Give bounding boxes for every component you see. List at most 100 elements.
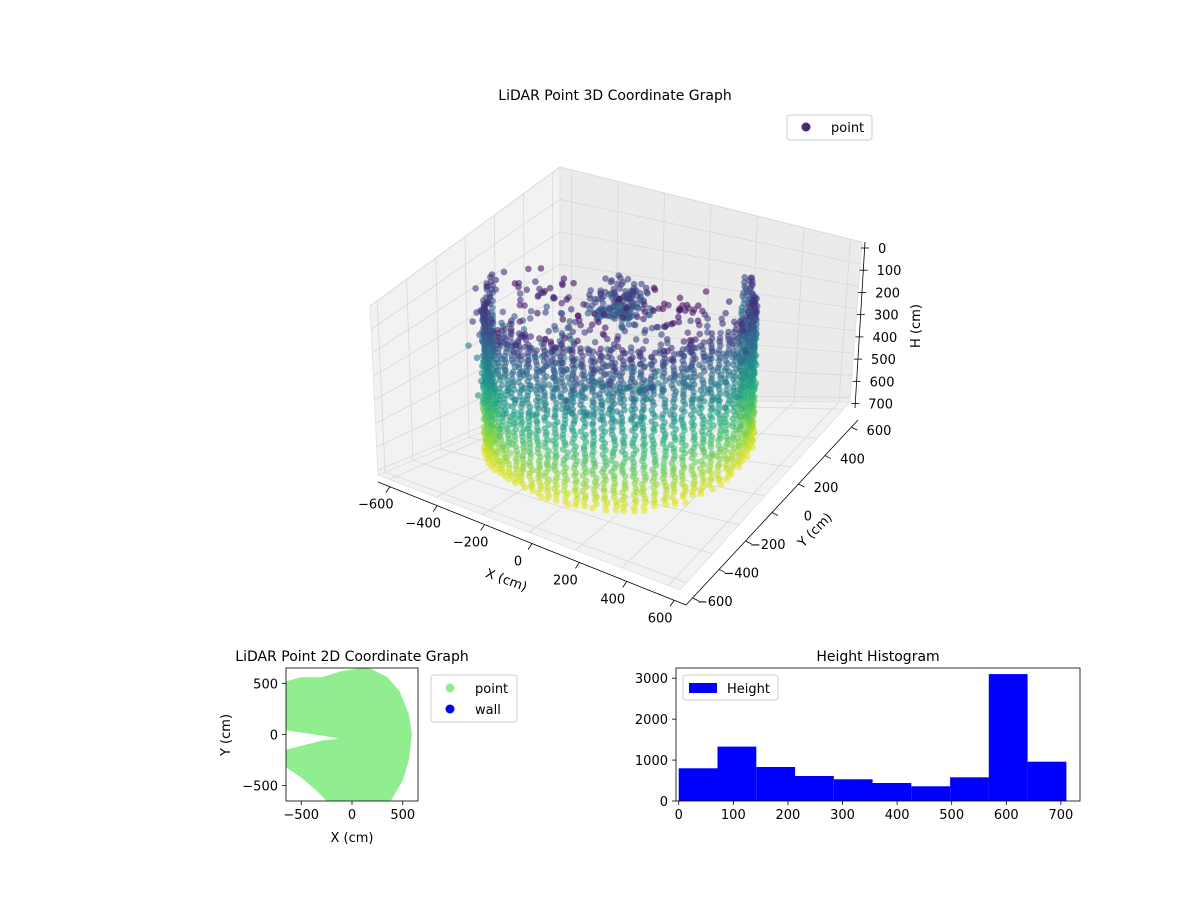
chart-3d-point [609, 431, 616, 438]
chart-3d-point [574, 312, 582, 320]
chart-3d-point [722, 462, 730, 469]
chart-3d-point [588, 374, 596, 382]
chart-3d-point [671, 395, 678, 403]
chart-3d-point [680, 397, 687, 405]
chart-3d-point [589, 397, 596, 404]
chart-3d-point [747, 400, 754, 408]
chart-3d-point [517, 408, 525, 416]
chart-3d-point [573, 477, 580, 485]
chart-3d-point [601, 420, 608, 428]
chart-3d-point [551, 459, 559, 467]
chart-3d-point [659, 411, 667, 418]
chart-3d-point [526, 469, 533, 477]
chart-3d-point [642, 284, 650, 292]
chart-3d-point [532, 386, 539, 394]
chart-3d-point [562, 498, 569, 505]
chart-3d-point [509, 368, 517, 376]
chart-3d-point [545, 327, 552, 335]
chart-3d-point [640, 376, 647, 384]
chart-3d-point [499, 308, 507, 316]
histogram-ytick-label: 1000 [635, 754, 668, 769]
chart-3d-point [524, 349, 532, 357]
chart-2d-ticks: −500 0 500 500 0 −500 [242, 677, 415, 823]
chart-3d-point [726, 396, 733, 404]
chart-3d-point [601, 493, 608, 500]
chart-3d-point [696, 330, 703, 338]
chart-3d-point [524, 392, 531, 400]
chart-3d-point [734, 393, 742, 401]
chart-3d-point [489, 430, 496, 437]
chart-3d-point [661, 323, 669, 331]
chart-3d-xtick [432, 505, 438, 512]
chart-3d-title: LiDAR Point 3D Coordinate Graph [498, 88, 731, 104]
chart-3d-point [537, 482, 545, 490]
chart-3d-point [533, 417, 540, 425]
chart-3d-point [589, 354, 596, 362]
histogram-bar [911, 786, 951, 801]
chart-3d-point [629, 402, 637, 409]
chart-3d-point [499, 462, 506, 469]
chart-3d-point [682, 499, 689, 507]
histogram-legend: Height [682, 674, 779, 701]
histogram-legend-label: Height [727, 682, 770, 697]
histogram-xtick-label: 500 [939, 808, 964, 823]
chart-3d-point [744, 321, 751, 329]
histogram-xtick-label: 200 [776, 808, 801, 823]
chart-3d: LiDAR Point 3D Coordinate Graph −600 −400… [358, 88, 924, 626]
histogram-ytick-label: 2000 [635, 713, 668, 728]
chart-3d-point [559, 431, 567, 439]
chart-3d-point [609, 424, 616, 431]
chart-3d-point [667, 356, 675, 363]
chart-3d-point [617, 274, 624, 282]
chart-3d-point [748, 274, 755, 282]
chart-3d-point [648, 418, 655, 425]
chart-3d-point [705, 467, 712, 474]
chart-3d-ytick [692, 597, 699, 602]
chart-3d-point [569, 346, 576, 354]
chart-3d-point [496, 433, 504, 440]
chart-3d-point [735, 399, 743, 407]
chart-3d-point [688, 467, 695, 474]
chart-3d-point [597, 345, 605, 353]
chart-3d-point [609, 390, 617, 397]
chart-3d-point [552, 404, 559, 412]
chart-3d-point [568, 425, 576, 432]
chart-3d-ztick-label: 400 [872, 331, 897, 346]
chart-3d-point [536, 461, 543, 469]
chart-3d-point [618, 369, 626, 377]
chart-3d-point [612, 418, 619, 425]
chart-3d-point [516, 290, 524, 297]
chart-3d-point [526, 315, 534, 322]
chart-3d-point [525, 422, 533, 429]
chart-3d-point [599, 443, 607, 451]
chart-3d-point [686, 337, 694, 344]
chart-3d-point [544, 436, 551, 444]
chart-3d-point [502, 370, 509, 378]
chart-3d-point [707, 474, 715, 482]
chart-3d-point [566, 318, 573, 325]
chart-3d-point [551, 412, 559, 419]
chart-3d-legend-box [786, 114, 873, 141]
histogram-legend-box [682, 674, 779, 701]
histogram-bar [756, 767, 796, 801]
chart-3d-point [678, 406, 686, 413]
chart-3d-point [637, 368, 645, 376]
chart-3d-point [499, 422, 506, 430]
chart-3d-point [625, 321, 633, 328]
chart-3d-point [569, 369, 577, 377]
chart-3d-point [714, 368, 722, 375]
chart-3d-point [541, 335, 549, 343]
chart-3d-point [572, 451, 580, 458]
chart-3d-point [580, 301, 587, 308]
chart-3d-point [546, 284, 554, 292]
chart-3d-point [465, 342, 472, 349]
histogram-title: Height Histogram [816, 649, 939, 665]
chart-3d-ytick [718, 569, 726, 573]
chart-2d-xlabel: X (cm) [331, 831, 374, 846]
chart-3d-point [658, 392, 665, 400]
chart-3d-point [582, 431, 589, 439]
chart-3d-point [508, 346, 515, 354]
chart-3d-point [632, 336, 640, 343]
chart-3d-point [486, 396, 493, 404]
chart-3d-point [582, 438, 590, 446]
